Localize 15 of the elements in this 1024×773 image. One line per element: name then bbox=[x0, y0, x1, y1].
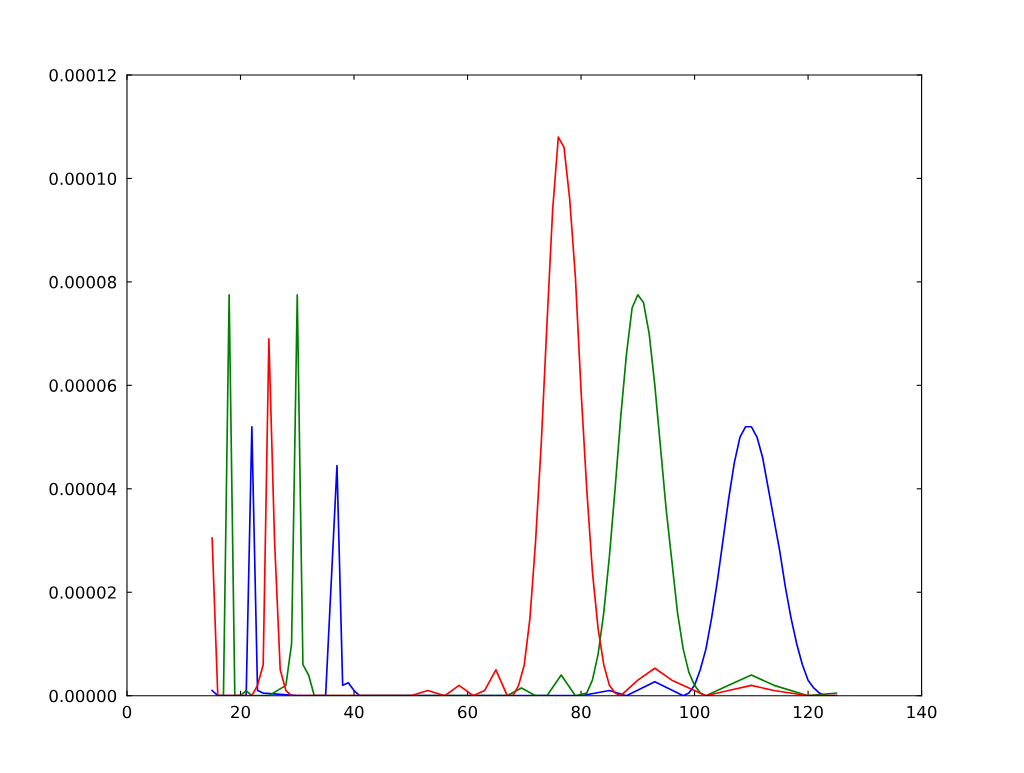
x-tick-label: 60 bbox=[458, 705, 478, 719]
x-tick-label: 20 bbox=[231, 705, 250, 719]
x-tick-label: 0 bbox=[122, 705, 132, 719]
y-tick-label: 0.00002 bbox=[49, 586, 116, 599]
x-tick-label: 140 bbox=[907, 705, 937, 719]
x-tick-label: 120 bbox=[794, 705, 823, 719]
x-tick-label: 100 bbox=[680, 705, 710, 719]
y-tick-label: 0.00008 bbox=[49, 275, 117, 289]
y-tick-label: 0.00010 bbox=[49, 172, 117, 185]
y-tick-label: 0.00012 bbox=[49, 68, 116, 82]
x-tick-label: 40 bbox=[344, 705, 364, 719]
x-tick-label: 80 bbox=[571, 705, 591, 719]
y-tick-label: 0.00004 bbox=[49, 482, 117, 496]
y-tick-label: 0.00000 bbox=[49, 689, 117, 703]
y-tick-label: 0.00006 bbox=[49, 379, 117, 392]
